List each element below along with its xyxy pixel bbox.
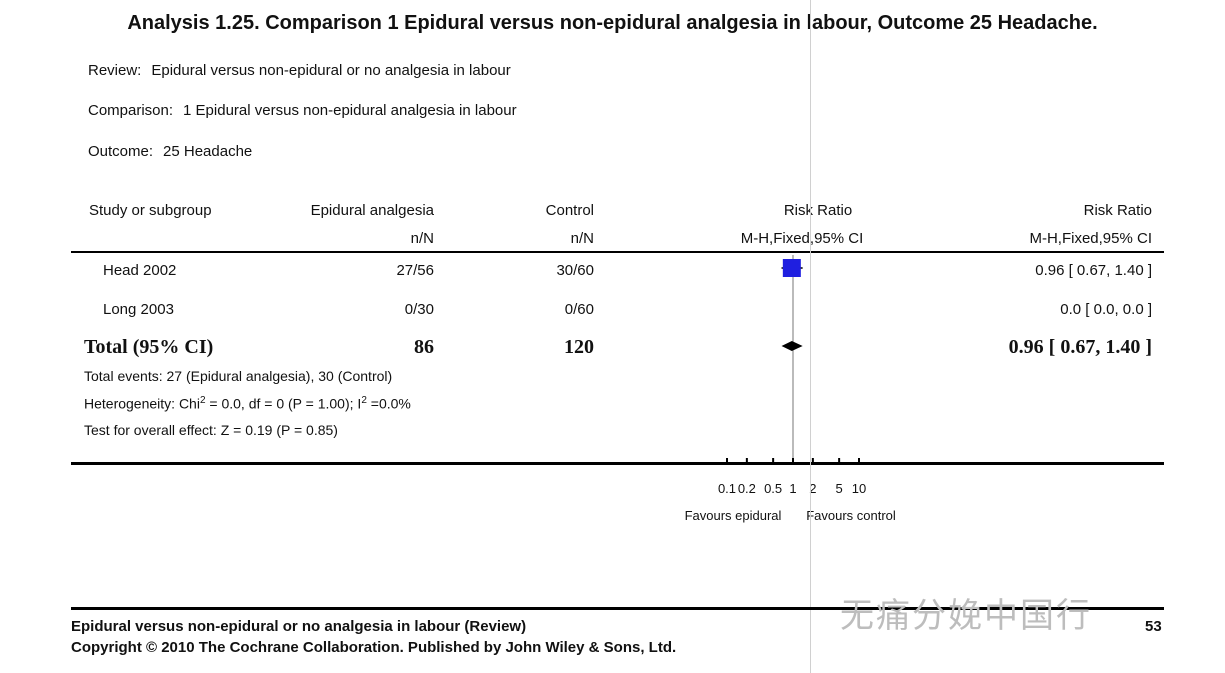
heterogeneity-sup2: 2 (361, 395, 367, 406)
axis-tick-label: 2 (809, 481, 816, 496)
header-study: Study or subgroup (89, 202, 212, 219)
header-rr-plot-sub: M-H,Fixed,95% CI (740, 230, 864, 247)
axis-tick-label: 0.1 (718, 481, 736, 496)
outcome-label: Outcome: (88, 143, 154, 160)
header-epidural: Epidural analgesia (310, 202, 434, 219)
header-rr-sub: M-H,Fixed,95% CI (1029, 230, 1152, 247)
footer-review-title: Epidural versus non-epidural or no analg… (71, 618, 527, 635)
row-control: 30/60 (556, 262, 594, 279)
row-control: 0/60 (564, 301, 594, 318)
header-rr: Risk Ratio (1083, 202, 1152, 219)
axis-tick-label: 10 (852, 481, 866, 496)
pooled-diamond (781, 341, 803, 351)
watermark-text: 无痛分娩中国行 (840, 597, 1092, 635)
analysis-title: Analysis 1.25. Comparison 1 Epidural ver… (127, 12, 1098, 34)
total-rr: 0.96 [ 0.67, 1.40 ] (1008, 336, 1152, 358)
comparison-value: 1 Epidural versus non-epidural analgesia… (183, 102, 517, 119)
study-marker (782, 259, 801, 277)
axis-tick-label: 0.2 (738, 481, 756, 496)
review-value: Epidural versus non-epidural or no analg… (151, 62, 511, 79)
row-rr: 0.96 [ 0.67, 1.40 ] (1035, 262, 1152, 279)
axis-rule (71, 462, 1164, 465)
header-rr-plot: Risk Ratio (783, 202, 853, 219)
favours-left-label: Favours epidural (685, 508, 782, 523)
footer-rule (71, 607, 1164, 610)
row-epidural: 0/30 (404, 301, 434, 318)
heterogeneity: Heterogeneity: Chi2 = 0.0, df = 0 (P = 1… (84, 395, 411, 412)
row-rr: 0.0 [ 0.0, 0.0 ] (1060, 301, 1152, 318)
review-line: Review: Epidural versus non-epidural or n… (88, 62, 511, 79)
comparison-label: Comparison: (88, 102, 174, 119)
comparison-line: Comparison: 1 Epidural versus non-epidura… (88, 102, 517, 119)
footer-copyright: Copyright © 2010 The Cochrane Collaborat… (71, 639, 677, 656)
axis-tick-label: 1 (789, 481, 796, 496)
total-label: Total (95% CI) (84, 336, 214, 358)
overall-effect: Test for overall effect: Z = 0.19 (P = 0… (84, 422, 338, 438)
row-study: Long 2003 (103, 301, 174, 318)
axis-tick-label: 5 (836, 481, 843, 496)
header-rule (71, 251, 1164, 253)
page-number: 53 (1145, 618, 1162, 635)
header-control-sub: n/N (570, 230, 594, 247)
header-control: Control (545, 202, 594, 219)
axis-tick-label: 0.5 (764, 481, 782, 496)
total-epidural: 86 (414, 336, 434, 358)
header-epidural-sub: n/N (410, 230, 434, 247)
favours-right-label: Favours control (806, 508, 896, 523)
outcome-value: 25 Headache (163, 143, 253, 160)
total-control: 120 (564, 336, 594, 358)
heterogeneity-prefix: Heterogeneity: Chi (84, 395, 200, 412)
page-guide-line (810, 0, 811, 673)
heterogeneity-sup1: 2 (199, 395, 206, 406)
row-epidural: 27/56 (396, 262, 434, 279)
outcome-line: Outcome: 25 Headache (88, 143, 252, 160)
total-events: Total events: 27 (Epidural analgesia), 3… (84, 368, 393, 384)
heterogeneity-mid: = 0.0, df = 0 (P = 1.00); I (205, 395, 362, 412)
heterogeneity-suffix: =0.0% (366, 395, 411, 412)
review-label: Review: (88, 62, 142, 79)
row-study: Head 2002 (103, 262, 177, 279)
